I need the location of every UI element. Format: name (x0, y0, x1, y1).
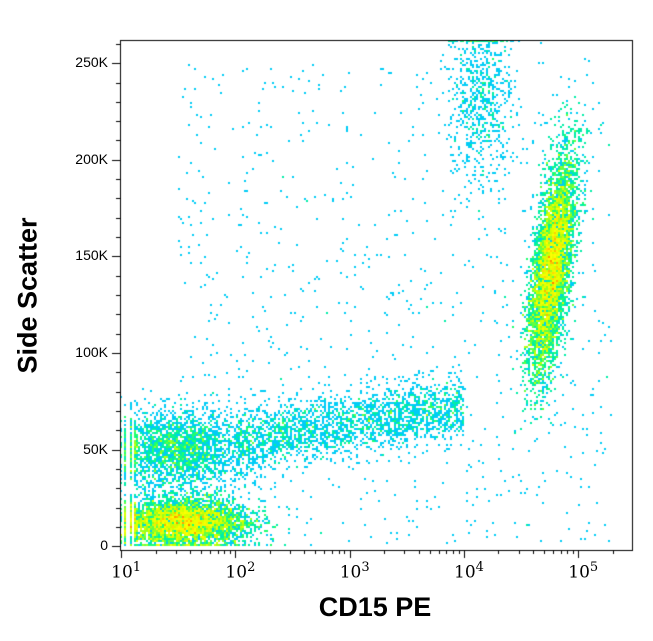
y-axis-label: Side Scatter (12, 217, 43, 374)
y-tick-label: 150K (75, 247, 108, 264)
x-axis-label: CD15 PE (318, 592, 432, 622)
x-tick-label: 103 (339, 560, 370, 583)
y-tick-label: 250K (75, 54, 108, 71)
y-tick-label: 100K (75, 343, 108, 360)
x-tick-label: 101 (111, 560, 142, 583)
y-tick-label: 50K (83, 440, 108, 457)
y-tick-label: 200K (75, 150, 108, 167)
y-tick-label: 0 (100, 537, 108, 554)
x-tick-label: 105 (568, 560, 599, 583)
x-tick-label: 102 (225, 560, 256, 583)
x-tick-label: 104 (454, 560, 484, 583)
